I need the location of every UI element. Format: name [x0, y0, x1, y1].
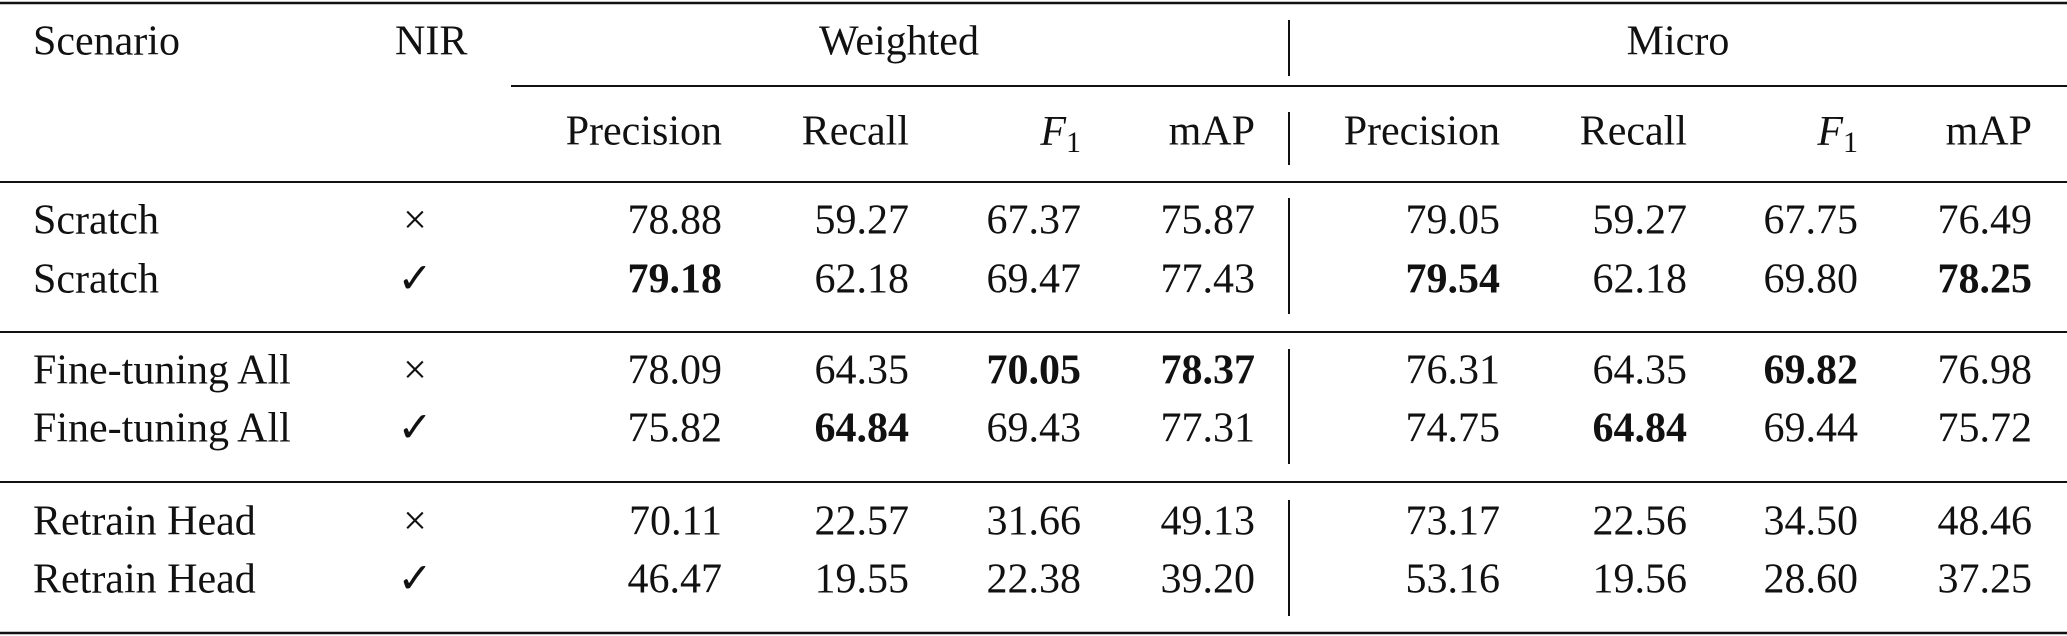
value-cell: 22.57 [815, 499, 910, 545]
value-cell: 74.75 [1406, 406, 1501, 452]
nir-cell: ✓ [397, 406, 432, 452]
value-cell: 48.46 [1938, 499, 2033, 545]
value-cell: 75.72 [1938, 406, 2033, 452]
metric-header: mAP [1946, 109, 2032, 155]
metric-symbol: F [1816, 109, 1843, 155]
scenario-cell: Scratch [33, 198, 159, 244]
value-cell: 64.84 [815, 406, 910, 452]
metric-header: mAP [1169, 109, 1255, 155]
scenario-cell: Fine-tuning All [33, 406, 291, 452]
value-cell: 77.43 [1161, 257, 1256, 303]
value-cell: 46.47 [628, 557, 723, 603]
value-cell: 59.27 [815, 198, 910, 244]
scenario-cell: Retrain Head [33, 557, 256, 603]
value-cell: 19.56 [1593, 557, 1688, 603]
metric-header: Precision [1344, 109, 1500, 155]
value-cell: 37.25 [1938, 557, 2033, 603]
group-header: Weighted [819, 19, 979, 65]
scenario-cell: Fine-tuning All [33, 348, 291, 394]
value-cell: 28.60 [1764, 557, 1859, 603]
value-cell: 75.87 [1161, 198, 1256, 244]
nir-cell: ✓ [397, 257, 432, 303]
value-cell: 76.49 [1938, 198, 2033, 244]
value-cell: 79.18 [628, 257, 723, 303]
value-cell: 77.31 [1161, 406, 1256, 452]
metric-header: Recall [1580, 109, 1687, 155]
value-cell: 62.18 [1593, 257, 1688, 303]
value-cell: 78.37 [1161, 348, 1256, 394]
column-header: Scenario [33, 19, 180, 65]
value-cell: 76.98 [1938, 348, 2033, 394]
value-cell: 19.55 [815, 557, 910, 603]
value-cell: 67.37 [987, 198, 1082, 244]
nir-cell: × [403, 198, 427, 244]
value-cell: 69.43 [987, 406, 1082, 452]
value-cell: 49.13 [1161, 499, 1256, 545]
metric-subscript: 1 [1066, 126, 1081, 159]
value-cell: 79.05 [1406, 198, 1501, 244]
value-cell: 79.54 [1406, 257, 1501, 303]
value-cell: 59.27 [1593, 198, 1688, 244]
metric-header: F1 [1816, 109, 1858, 159]
value-cell: 39.20 [1161, 557, 1256, 603]
value-cell: 75.82 [628, 406, 723, 452]
value-cell: 69.47 [987, 257, 1082, 303]
metric-header: Precision [566, 109, 722, 155]
value-cell: 69.80 [1764, 257, 1859, 303]
value-cell: 34.50 [1764, 499, 1859, 545]
value-cell: 64.84 [1593, 406, 1688, 452]
value-cell: 69.82 [1764, 348, 1859, 394]
scenario-cell: Retrain Head [33, 499, 256, 545]
scenario-cell: Scratch [33, 257, 159, 303]
nir-cell: × [403, 348, 427, 394]
value-cell: 76.31 [1406, 348, 1501, 394]
nir-cell: × [403, 499, 427, 545]
value-cell: 78.88 [628, 198, 723, 244]
value-cell: 78.25 [1938, 257, 2033, 303]
value-cell: 73.17 [1406, 499, 1501, 545]
value-cell: 64.35 [1593, 348, 1688, 394]
nir-cell: ✓ [397, 557, 432, 603]
value-cell: 67.75 [1764, 198, 1859, 244]
value-cell: 62.18 [815, 257, 910, 303]
value-cell: 70.05 [987, 348, 1082, 394]
metric-symbol: F [1039, 109, 1066, 155]
value-cell: 69.44 [1764, 406, 1859, 452]
group-header: Micro [1627, 19, 1730, 65]
value-cell: 22.56 [1593, 499, 1688, 545]
metric-header: Recall [802, 109, 909, 155]
value-cell: 53.16 [1406, 557, 1501, 603]
value-cell: 78.09 [628, 348, 723, 394]
value-cell: 64.35 [815, 348, 910, 394]
column-header: NIR [395, 19, 467, 65]
value-cell: 31.66 [987, 499, 1082, 545]
value-cell: 70.11 [629, 499, 722, 545]
metric-header: F1 [1039, 109, 1081, 159]
metric-subscript: 1 [1843, 126, 1858, 159]
value-cell: 22.38 [987, 557, 1082, 603]
